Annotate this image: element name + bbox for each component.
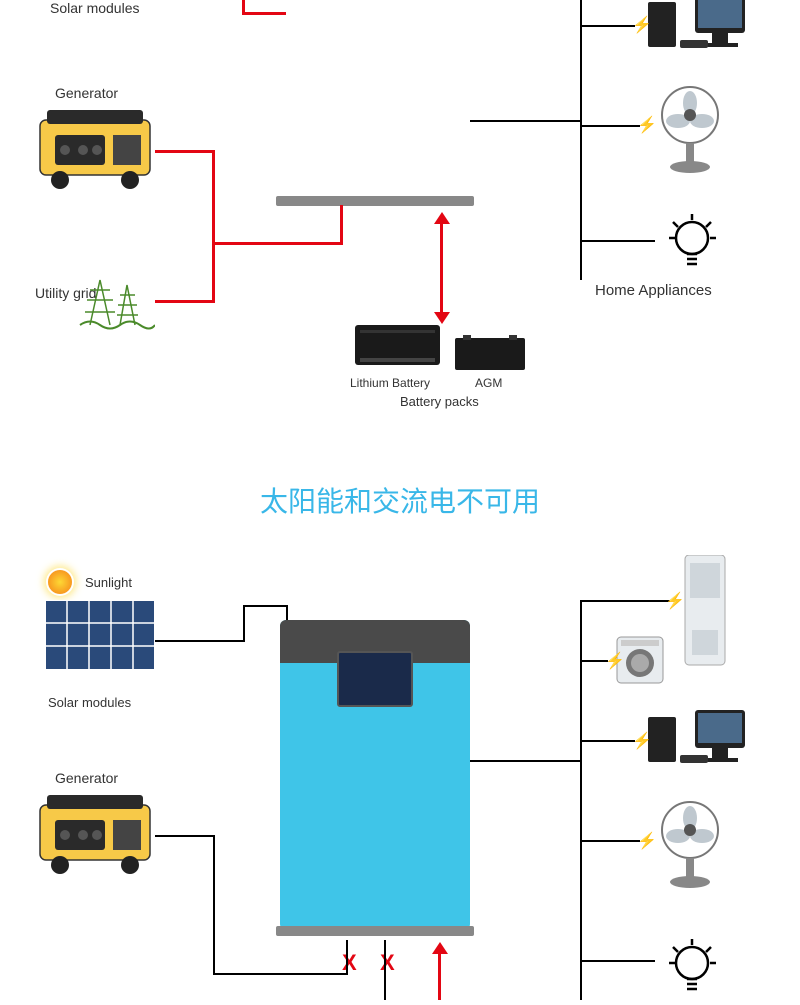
line-red-main-h bbox=[212, 242, 342, 245]
utility-grid-icon bbox=[75, 270, 155, 330]
fan-icon-2 bbox=[650, 800, 730, 890]
inverter-screen bbox=[337, 651, 413, 707]
line-s2-solar-v1 bbox=[243, 605, 245, 642]
arrow-batt-down bbox=[434, 312, 450, 324]
agm-label: AGM bbox=[475, 376, 502, 390]
line-red-solar-h bbox=[242, 12, 286, 15]
x-mark-2: X bbox=[380, 950, 395, 976]
ac-unit-icon bbox=[680, 555, 730, 670]
generator-label-1: Generator bbox=[55, 85, 118, 101]
line-red-gen-v bbox=[212, 150, 215, 245]
solar-modules-label-2: Solar modules bbox=[48, 695, 131, 710]
plug-s1-1: ⚡ bbox=[632, 15, 652, 35]
line-s2-solar-h2 bbox=[243, 605, 288, 607]
generator-2 bbox=[35, 790, 155, 875]
lithium-label: Lithium Battery bbox=[350, 376, 430, 390]
line-red-batt bbox=[440, 215, 443, 315]
arrow-s2-up bbox=[432, 942, 448, 954]
plug-s1-2: ⚡ bbox=[637, 115, 657, 135]
solar-modules-label-1: Solar modules bbox=[50, 0, 140, 16]
line-s2-wash-h bbox=[580, 660, 608, 662]
line-red-gen-h bbox=[155, 150, 215, 153]
generator-label-2: Generator bbox=[55, 770, 118, 786]
diagram-canvas: Solar modules Generator Utility grid bbox=[0, 0, 800, 1000]
inverter-unit-2 bbox=[280, 620, 470, 930]
line-red-main-v bbox=[340, 205, 343, 245]
line-s2-gen-h bbox=[155, 835, 215, 837]
agm-battery-icon bbox=[455, 335, 525, 373]
line-black-s1-h3 bbox=[580, 240, 655, 242]
line-black-s1-h1 bbox=[580, 25, 635, 27]
line-red-grid-h bbox=[155, 300, 215, 303]
sunlight-label: Sunlight bbox=[85, 575, 132, 590]
sun-icon bbox=[48, 570, 72, 594]
computer-icon-1 bbox=[640, 0, 750, 60]
line-black-s1-vert bbox=[580, 0, 582, 280]
plug-s2-2: ⚡ bbox=[605, 651, 625, 671]
line-s2-solar-v2 bbox=[286, 605, 288, 620]
line-s2-gen-v bbox=[213, 835, 215, 975]
bulb-icon-1 bbox=[665, 210, 720, 275]
plug-s2-3: ⚡ bbox=[632, 731, 652, 751]
inverter-unit-1 bbox=[280, 0, 470, 200]
line-black-s1-inv bbox=[470, 120, 580, 122]
line-s2-x2-v bbox=[384, 940, 386, 1000]
arrow-batt-up bbox=[434, 212, 450, 224]
line-black-s1-h2 bbox=[580, 125, 640, 127]
battery-packs-label: Battery packs bbox=[400, 394, 479, 409]
computer-icon-2 bbox=[640, 705, 750, 775]
line-s2-gen-h2 bbox=[213, 973, 348, 975]
line-s2-comp-h bbox=[580, 740, 635, 742]
line-s2-bulb-h bbox=[580, 960, 655, 962]
line-s2-fan-h bbox=[580, 840, 640, 842]
plug-s2-4: ⚡ bbox=[637, 831, 657, 851]
plug-s2-1: ⚡ bbox=[665, 591, 685, 611]
generator-1 bbox=[35, 105, 155, 190]
bulb-icon-2 bbox=[665, 935, 720, 995]
section-title: 太阳能和交流电不可用 bbox=[0, 480, 800, 520]
line-s2-ac-h bbox=[580, 600, 670, 602]
lithium-battery-icon bbox=[355, 320, 440, 370]
solar-panel bbox=[45, 600, 155, 675]
line-s2-out-h bbox=[470, 760, 580, 762]
line-red-grid-v bbox=[212, 242, 215, 303]
home-appliances-label: Home Appliances bbox=[595, 282, 712, 299]
line-s2-solar-h bbox=[155, 640, 245, 642]
fan-icon-1 bbox=[650, 85, 730, 175]
line-s2-gen-v2 bbox=[346, 940, 348, 975]
